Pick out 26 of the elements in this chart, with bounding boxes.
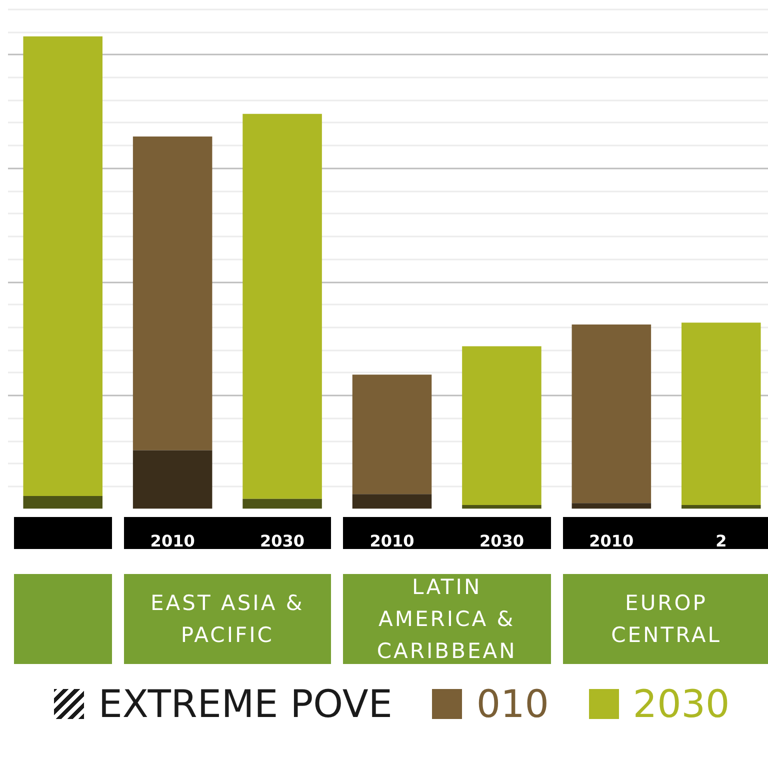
label-panel: LATIN AMERICA & CARIBBEAN	[343, 574, 551, 664]
bar	[572, 324, 652, 504]
bar	[132, 450, 212, 509]
bar	[132, 136, 212, 450]
bar	[352, 494, 432, 509]
label-panel: EUROP CENTRAL	[562, 574, 768, 664]
bar	[242, 498, 322, 509]
bar	[23, 36, 102, 496]
bar	[23, 496, 102, 509]
bar	[462, 346, 542, 506]
legend-label: 010	[476, 682, 549, 726]
legend-label: EXTREME POVE	[98, 682, 392, 726]
label-panel: EAST ASIA & PACIFIC	[124, 574, 332, 664]
bar	[682, 322, 761, 506]
legend-label: 2030	[632, 682, 730, 726]
bar	[242, 114, 322, 499]
x-tick-label: 2	[716, 532, 727, 551]
x-tick-label: 2010	[150, 532, 195, 551]
x-tick-label: 2010	[589, 532, 634, 551]
x-tick-label: 2010	[370, 532, 414, 551]
bar	[572, 503, 652, 509]
bar	[462, 505, 542, 509]
bar	[352, 374, 432, 494]
x-tick-label: 2030	[479, 532, 524, 551]
bar	[682, 505, 761, 509]
x-tick-label: 2030	[260, 532, 305, 551]
